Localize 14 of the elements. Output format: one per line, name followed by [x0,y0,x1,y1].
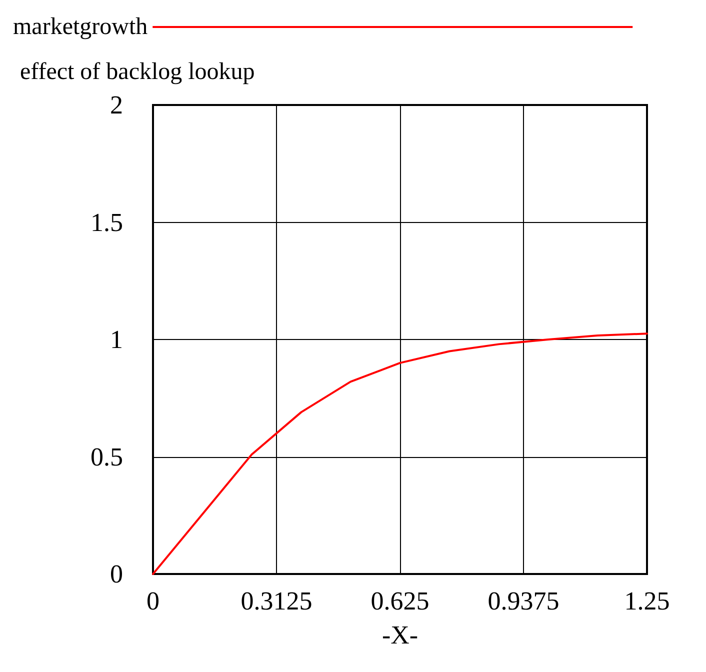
x-tick-label: 0 [146,586,160,616]
line-series [152,332,648,575]
y-tick-label: 1 [110,325,123,354]
text: marketgrowth [13,14,148,40]
y-tick-label: 0.5 [90,442,123,472]
x-tick-label: 0.3125 [240,586,312,616]
x-tick-label: 0.625 [370,586,430,616]
y-tick-label: 2 [110,90,123,120]
y-tick-label: 1.5 [90,208,123,237]
x-tick-label: 1.25 [624,586,670,616]
x-tick-label: 0.9375 [488,586,560,616]
y-tick-label: 0 [110,560,123,588]
y-axis-title: effect of backlog lookup [20,59,255,85]
x-axis-title: -X- [382,620,418,650]
